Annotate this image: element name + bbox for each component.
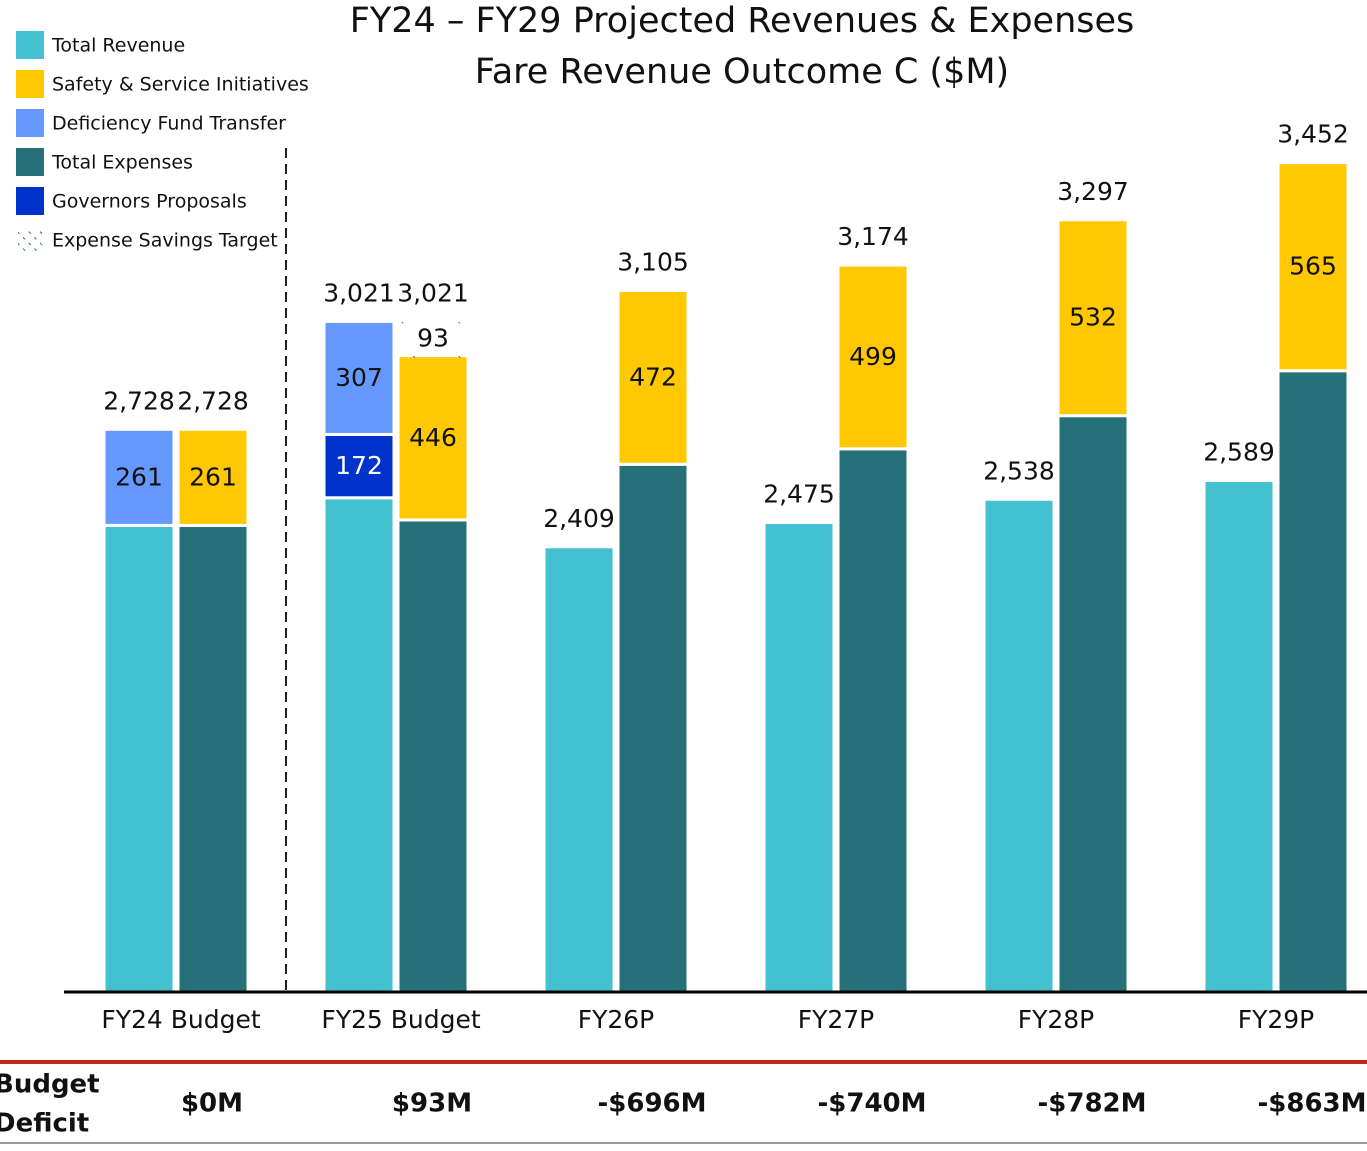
- bar-segment: [836, 447, 910, 994]
- bar-segment: [322, 496, 396, 994]
- legend-label: Total Expenses: [51, 152, 193, 174]
- chart-subtitle: Fare Revenue Outcome C ($M): [475, 52, 1009, 92]
- x-tick-label: FY27P: [798, 1005, 875, 1034]
- total-label: 3,452: [1277, 120, 1349, 149]
- x-tick-label: FY29P: [1238, 1005, 1315, 1034]
- data-label: 261: [115, 462, 163, 491]
- legend-label: Deficiency Fund Transfer: [52, 113, 286, 135]
- x-tick-label: FY25 Budget: [321, 1005, 481, 1034]
- deficit-label: Deficit: [0, 1109, 89, 1139]
- bar-segment: [176, 427, 250, 527]
- bar-segment: [762, 520, 836, 994]
- data-label: 2,409: [543, 504, 615, 533]
- legend-swatch: [16, 187, 44, 215]
- legend-label: Total Revenue: [51, 35, 185, 57]
- bar-segment: [102, 523, 176, 994]
- bar-segment: [616, 288, 690, 466]
- data-label: 2,538: [983, 456, 1055, 485]
- deficit-value: -$863M: [1257, 1089, 1366, 1119]
- bar-segment: [616, 462, 690, 994]
- bar-segment: [396, 518, 470, 994]
- data-label: 93: [417, 324, 449, 353]
- legend-swatch: [16, 31, 44, 59]
- bar-segment: [102, 427, 176, 527]
- data-label: 307: [335, 363, 383, 392]
- bar-segment: [1202, 478, 1276, 994]
- bar-segment: [836, 263, 910, 451]
- data-label: 499: [849, 342, 897, 371]
- data-label: 172: [335, 451, 383, 480]
- legend-label: Safety & Service Initiatives: [52, 74, 309, 96]
- legend-label: Governors Proposals: [52, 191, 247, 213]
- total-label: 2,728: [177, 386, 249, 415]
- bar-segment: [322, 319, 396, 436]
- total-label: 3,021: [323, 278, 395, 307]
- bar-segment: [1276, 369, 1350, 994]
- total-label: 3,105: [617, 247, 689, 276]
- x-tick-label: FY28P: [1018, 1005, 1095, 1034]
- bar-segment: [176, 523, 250, 994]
- bar-segment: [982, 497, 1056, 994]
- data-label: 2,589: [1203, 437, 1275, 466]
- data-label: 565: [1289, 252, 1337, 281]
- total-label: 3,297: [1057, 177, 1129, 206]
- data-label: 261: [189, 462, 237, 491]
- bar-segment: [1056, 414, 1130, 994]
- bar-segment: [1056, 218, 1130, 418]
- deficit-value: $0M: [181, 1089, 243, 1119]
- data-label: 472: [629, 362, 677, 391]
- legend-label: Expense Savings Target: [52, 230, 278, 252]
- data-label: 446: [409, 423, 457, 452]
- deficit-value: -$782M: [1037, 1089, 1146, 1119]
- total-label: 3,021: [397, 278, 469, 307]
- chart-title: FY24 – FY29 Projected Revenues & Expense…: [350, 1, 1135, 41]
- deficit-value: -$696M: [597, 1089, 706, 1119]
- x-tick-label: FY26P: [578, 1005, 655, 1034]
- total-label: 2,728: [103, 386, 175, 415]
- legend-swatch: [16, 70, 44, 98]
- data-label: 532: [1069, 303, 1117, 332]
- data-label: 2,475: [763, 479, 835, 508]
- deficit-value: $93M: [392, 1089, 472, 1119]
- deficit-value: -$740M: [817, 1089, 926, 1119]
- bar-segment: [396, 354, 470, 522]
- legend-swatch: [16, 148, 44, 176]
- total-label: 3,174: [837, 222, 909, 251]
- bar-segment: [396, 319, 470, 358]
- deficit-label: Budget: [0, 1070, 100, 1100]
- bar-segment: [542, 545, 616, 994]
- legend-swatch: [16, 109, 44, 137]
- bar-segment: [1276, 161, 1350, 373]
- x-tick-label: FY24 Budget: [101, 1005, 261, 1034]
- legend-swatch: [18, 228, 44, 254]
- bar-segment: [322, 432, 396, 500]
